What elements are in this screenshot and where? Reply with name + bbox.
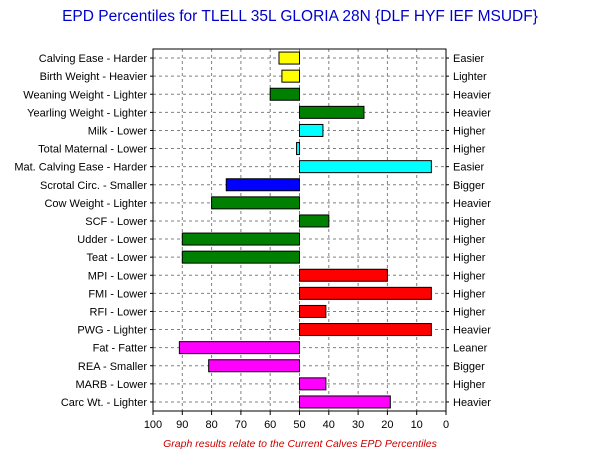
x-tick-label: 30 bbox=[352, 419, 364, 431]
category-label: Cow Weight - Lighter bbox=[44, 198, 147, 210]
bar bbox=[299, 395, 391, 409]
bar bbox=[299, 123, 324, 137]
category-label: FMI - Lower bbox=[88, 288, 147, 300]
bar bbox=[269, 87, 301, 101]
category-label: Scrotal Circ. - Smaller bbox=[40, 180, 147, 192]
bar bbox=[299, 214, 330, 228]
bar-layer bbox=[178, 51, 432, 409]
x-tick-label: 40 bbox=[323, 419, 335, 431]
bar bbox=[299, 268, 388, 282]
grid-layer bbox=[153, 49, 446, 411]
category-label: RFI - Lower bbox=[90, 306, 148, 318]
category-label: Mat. Calving Ease - Harder bbox=[14, 162, 147, 174]
bar bbox=[299, 304, 327, 318]
x-tick-label: 60 bbox=[264, 419, 276, 431]
right-label: Lighter bbox=[453, 71, 487, 83]
bar bbox=[299, 377, 327, 391]
bar bbox=[181, 250, 300, 264]
category-label: Fat - Fatter bbox=[93, 343, 148, 355]
right-label: Heavier bbox=[453, 107, 491, 119]
category-label: Teat - Lower bbox=[86, 252, 147, 264]
bar bbox=[299, 286, 432, 300]
category-label: MPI - Lower bbox=[88, 270, 148, 282]
bar bbox=[278, 51, 300, 65]
bar bbox=[208, 359, 300, 373]
bar bbox=[178, 341, 300, 355]
bar bbox=[299, 105, 365, 119]
x-tick-label: 50 bbox=[293, 419, 305, 431]
bar bbox=[281, 69, 301, 83]
x-tick-label: 80 bbox=[205, 419, 217, 431]
bar bbox=[296, 142, 301, 156]
right-label: Bigger bbox=[453, 361, 485, 373]
right-label: Higher bbox=[453, 234, 486, 246]
x-tick-label: 100 bbox=[144, 419, 162, 431]
category-label: Yearling Weight - Lighter bbox=[27, 107, 147, 119]
right-label: Higher bbox=[453, 125, 486, 137]
right-label: Higher bbox=[453, 144, 486, 156]
bar bbox=[225, 178, 300, 192]
right-label: Easier bbox=[453, 53, 485, 65]
category-label: MARB - Lower bbox=[75, 379, 147, 391]
category-label: Udder - Lower bbox=[77, 234, 147, 246]
right-label: Higher bbox=[453, 270, 486, 282]
category-label: SCF - Lower bbox=[85, 216, 147, 228]
bar bbox=[299, 160, 432, 174]
category-label: Weaning Weight - Lighter bbox=[23, 89, 147, 101]
right-label: Higher bbox=[453, 216, 486, 228]
right-label: Heavier bbox=[453, 397, 491, 409]
right-label: Heavier bbox=[453, 89, 491, 101]
right-label: Leaner bbox=[453, 343, 488, 355]
x-tick-label: 0 bbox=[443, 419, 449, 431]
tick-layer: 100 90 80 70 60 50 40 30 20 10 0 bbox=[144, 57, 449, 431]
right-label: Higher bbox=[453, 306, 486, 318]
category-label: Total Maternal - Lower bbox=[38, 144, 147, 156]
x-tick-label: 90 bbox=[176, 419, 188, 431]
category-label: Carc Wt. - Lighter bbox=[61, 397, 148, 409]
category-label: Calving Ease - Harder bbox=[39, 53, 148, 65]
x-tick-label: 10 bbox=[411, 419, 423, 431]
bar bbox=[299, 323, 432, 337]
chart-footnote: Graph results relate to the Current Calv… bbox=[163, 438, 437, 450]
category-label: PWG - Lighter bbox=[77, 325, 147, 337]
right-label: Higher bbox=[453, 288, 486, 300]
category-label: Birth Weight - Heavier bbox=[40, 71, 148, 83]
right-label: Heavier bbox=[453, 325, 491, 337]
chart-title: EPD Percentiles for TLELL 35L GLORIA 28N… bbox=[62, 8, 538, 25]
right-label: Higher bbox=[453, 379, 486, 391]
right-label: Higher bbox=[453, 252, 486, 264]
right-label: Bigger bbox=[453, 180, 485, 192]
bar bbox=[181, 232, 300, 246]
right-label: Heavier bbox=[453, 198, 491, 210]
category-label: REA - Smaller bbox=[78, 361, 147, 373]
x-tick-label: 20 bbox=[381, 419, 393, 431]
bar bbox=[211, 196, 301, 210]
category-label: Milk - Lower bbox=[88, 125, 148, 137]
right-label: Easier bbox=[453, 162, 485, 174]
x-tick-label: 70 bbox=[235, 419, 247, 431]
label-layer: Calving Ease - Harder Easier Birth Weight … bbox=[14, 53, 491, 409]
